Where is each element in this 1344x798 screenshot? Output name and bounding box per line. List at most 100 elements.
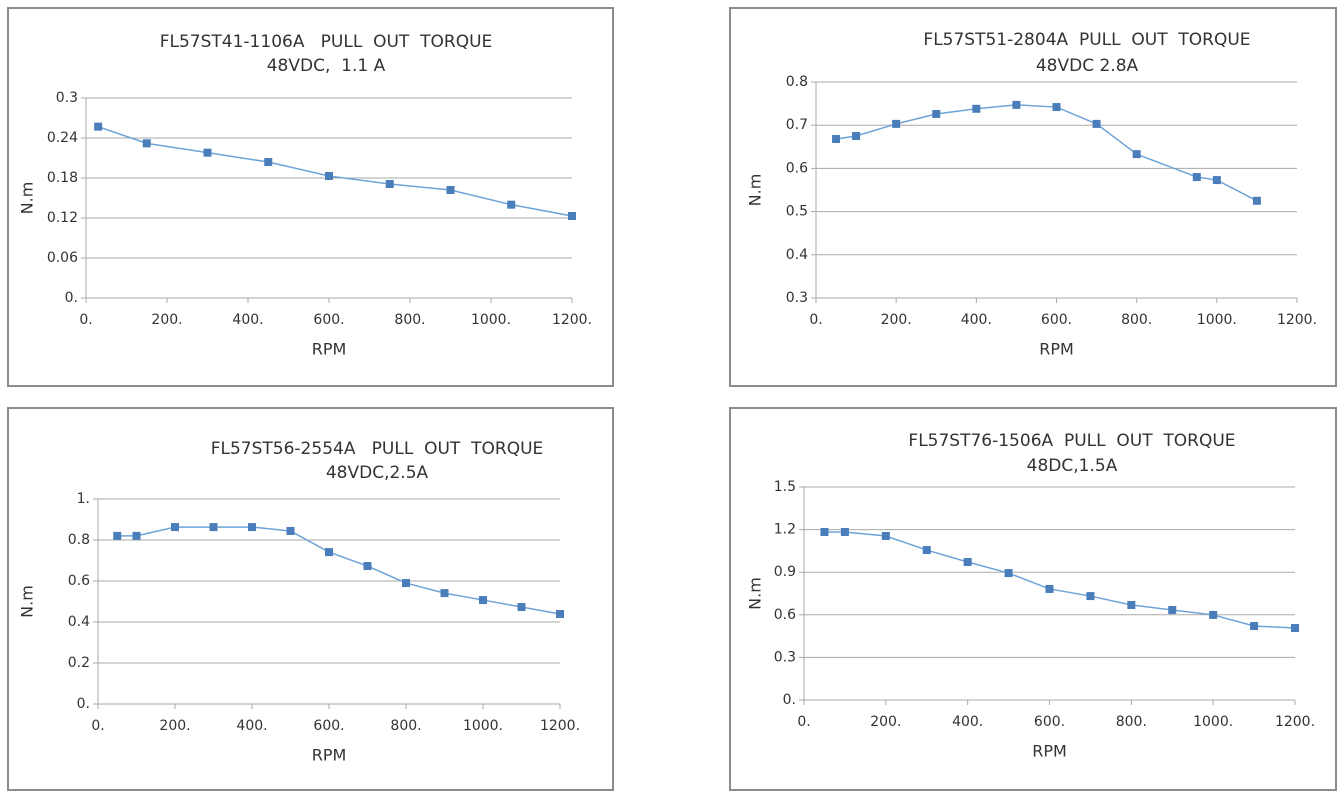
x-axis-label: RPM — [1032, 742, 1067, 761]
x-tick-label: 800. — [394, 312, 425, 328]
y-tick-label: 1.5 — [774, 479, 796, 495]
y-tick-label: 0.3 — [56, 90, 78, 106]
y-tick-label: 0.6 — [786, 160, 808, 176]
marker — [132, 531, 141, 540]
x-tick-label: 1200. — [1277, 312, 1317, 328]
x-tick-label: 400. — [961, 312, 992, 328]
marker — [264, 158, 273, 166]
marker — [286, 526, 295, 535]
y-axis-label: N.m — [18, 182, 37, 215]
marker — [963, 557, 972, 566]
chart-subtitle: 48VDC 2.8A — [1036, 56, 1139, 76]
x-tick-label: 600. — [1041, 312, 1072, 328]
marker — [113, 531, 122, 540]
x-tick-label: 600. — [1034, 714, 1065, 730]
marker — [440, 589, 449, 598]
x-tick-label: 600. — [313, 718, 344, 734]
y-tick-label: 0.9 — [774, 564, 796, 580]
marker — [852, 132, 861, 140]
marker — [820, 528, 829, 537]
x-tick-label: 800. — [1121, 312, 1152, 328]
y-axis-label: N.m — [746, 577, 765, 610]
chart-title: FL57ST56-2554A PULL OUT TORQUE — [211, 439, 544, 459]
x-axis-label: RPM — [312, 746, 347, 765]
x-tick-label: 1000. — [1193, 714, 1233, 730]
marker — [517, 603, 526, 612]
marker — [1212, 176, 1221, 185]
panel — [7, 7, 614, 387]
x-tick-label: 0. — [797, 714, 810, 730]
y-tick-label: 0.5 — [786, 204, 808, 220]
marker — [1291, 624, 1299, 633]
x-tick-label: 0. — [91, 718, 104, 734]
y-tick-label: 0. — [77, 696, 90, 712]
marker — [1004, 569, 1013, 578]
marker — [1168, 605, 1177, 614]
chart-title: FL57ST76-1506A PULL OUT TORQUE — [908, 431, 1235, 451]
chart-subtitle: 48VDC, 1.1 A — [267, 56, 386, 76]
marker — [94, 122, 103, 131]
x-tick-label: 800. — [390, 718, 421, 734]
panel — [729, 407, 1337, 791]
y-tick-label: 0.12 — [47, 210, 78, 226]
panel — [729, 7, 1337, 387]
x-tick-label: 1000. — [463, 718, 503, 734]
marker — [881, 531, 890, 540]
x-tick-label: 600. — [313, 312, 344, 328]
y-tick-label: 0.2 — [68, 655, 90, 671]
y-tick-label: 0.18 — [47, 170, 78, 186]
x-tick-label: 400. — [952, 714, 983, 730]
marker — [892, 119, 901, 128]
marker — [209, 523, 218, 532]
y-axis-label: N.m — [18, 585, 37, 618]
marker — [840, 528, 849, 537]
marker — [203, 148, 212, 157]
marker — [363, 562, 372, 571]
marker — [402, 579, 410, 588]
marker — [568, 212, 576, 220]
marker — [507, 200, 516, 209]
marker — [932, 109, 941, 118]
marker — [922, 546, 931, 555]
marker — [1192, 173, 1201, 182]
marker — [446, 186, 455, 194]
x-tick-label: 200. — [151, 312, 182, 328]
x-tick-label: 1200. — [552, 312, 592, 328]
marker — [1250, 622, 1259, 631]
y-tick-label: 0.4 — [786, 247, 808, 263]
y-tick-label: 0.3 — [786, 290, 808, 306]
x-tick-label: 200. — [159, 718, 190, 734]
x-tick-label: 1000. — [471, 312, 511, 328]
marker — [1052, 103, 1061, 112]
marker — [1045, 584, 1054, 593]
y-tick-label: 0.6 — [774, 607, 796, 623]
marker — [1086, 592, 1095, 601]
x-axis-label: RPM — [312, 340, 347, 359]
panel — [7, 407, 614, 791]
marker — [1012, 100, 1021, 109]
marker — [1252, 196, 1261, 205]
x-tick-label: 1000. — [1197, 312, 1237, 328]
y-axis-label: N.m — [746, 174, 765, 207]
x-tick-label: 400. — [236, 718, 267, 734]
marker — [1092, 119, 1101, 128]
chart-subtitle: 48VDC,2.5A — [326, 463, 429, 483]
marker — [1127, 601, 1136, 610]
marker — [142, 139, 151, 148]
y-tick-label: 1.2 — [774, 522, 796, 538]
x-tick-label: 0. — [79, 312, 92, 328]
marker — [385, 180, 394, 188]
x-tick-label: 200. — [870, 714, 901, 730]
x-axis-label: RPM — [1039, 340, 1074, 359]
chart-title: FL57ST41-1106A PULL OUT TORQUE — [160, 32, 493, 52]
y-tick-label: 0.8 — [786, 74, 808, 90]
y-tick-label: 0. — [783, 692, 796, 708]
chart-subtitle: 48DC,1.5A — [1027, 456, 1118, 476]
marker — [171, 523, 179, 532]
y-tick-label: 0.7 — [786, 117, 808, 133]
x-tick-label: 200. — [881, 312, 912, 328]
y-tick-label: 0.8 — [68, 532, 90, 548]
y-tick-label: 0.24 — [47, 130, 78, 146]
y-tick-label: 0.3 — [774, 649, 796, 665]
